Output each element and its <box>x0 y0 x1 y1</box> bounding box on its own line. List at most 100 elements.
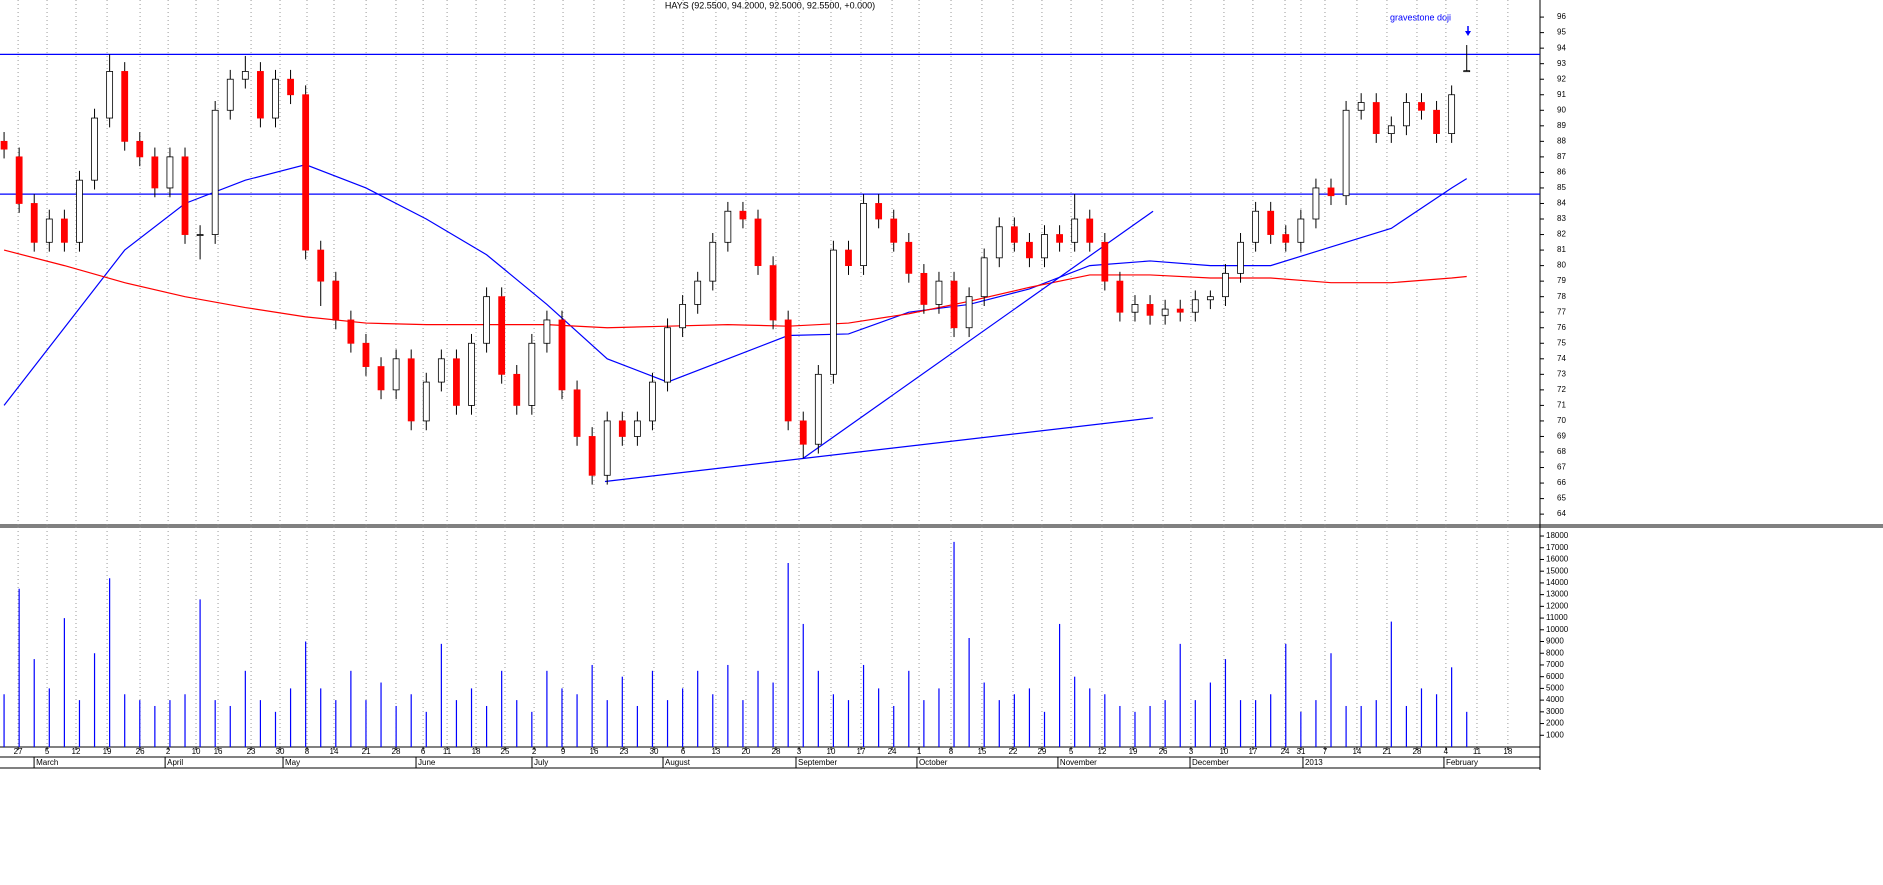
annotation-arrow <box>1465 26 1471 36</box>
y-tick-label: 96 <box>1557 12 1566 21</box>
candle-body <box>1026 241 1033 259</box>
x-tick-label: 31 <box>1297 747 1306 756</box>
candle-body <box>618 420 626 437</box>
x-tick-label: 27 <box>14 747 23 756</box>
y-tick-label: 91 <box>1557 90 1566 99</box>
candle-body <box>1206 296 1214 301</box>
y-tick-label: 90 <box>1557 105 1566 114</box>
candle-body <box>272 78 279 119</box>
candle-body <box>1161 308 1169 316</box>
y-tick-label: 2000 <box>1546 719 1564 728</box>
candle-body <box>784 319 792 422</box>
y-tick-label: 1000 <box>1546 730 1564 739</box>
y-tick-label: 11000 <box>1546 613 1568 622</box>
x-tick-label: 30 <box>650 747 659 756</box>
month-label: 2013 <box>1305 758 1323 767</box>
month-label: October <box>919 758 948 767</box>
candle-body <box>1041 234 1048 259</box>
y-tick-label: 87 <box>1557 152 1566 161</box>
candle-body <box>845 249 852 267</box>
y-tick-label: 93 <box>1557 59 1566 68</box>
x-tick-label: 7 <box>1323 747 1328 756</box>
y-tick-label: 9000 <box>1546 637 1564 646</box>
y-tick-label: 7000 <box>1546 660 1564 669</box>
y-tick-label: 73 <box>1557 369 1566 378</box>
y-tick-label: 18000 <box>1546 531 1569 540</box>
candle-body <box>181 156 189 235</box>
candle-body <box>513 373 521 406</box>
chart-title: HAYS (92.5500, 94.2000, 92.5000, 92.5500… <box>665 0 875 10</box>
y-tick-label: 5000 <box>1546 684 1564 693</box>
candle-body <box>980 257 988 298</box>
candle-body <box>483 296 490 344</box>
x-tick-label: 22 <box>1009 747 1018 756</box>
x-tick-label: 17 <box>857 747 866 756</box>
y-tick-label: 80 <box>1557 261 1566 270</box>
y-tick-label: 8000 <box>1546 648 1564 657</box>
month-label: May <box>285 758 300 767</box>
candle-body <box>1252 210 1260 243</box>
candle-body <box>287 78 294 96</box>
candle-body <box>1222 272 1229 298</box>
candle-body <box>603 420 611 476</box>
y-tick-label: 16000 <box>1546 555 1569 564</box>
x-tick-label: 9 <box>561 747 566 756</box>
candle-body <box>1056 234 1063 243</box>
y-tick-label: 79 <box>1557 276 1566 285</box>
y-tick-label: 71 <box>1557 401 1566 410</box>
candle-body <box>739 210 747 220</box>
x-tick-label: 19 <box>1129 747 1138 756</box>
x-tick-label: 10 <box>192 747 201 756</box>
x-tick-label: 21 <box>1382 747 1391 756</box>
y-tick-label: 77 <box>1557 307 1566 316</box>
candle-body <box>558 319 566 391</box>
candle-body <box>694 280 702 305</box>
y-tick-label: 76 <box>1557 323 1566 332</box>
candle-body <box>830 249 837 375</box>
candle-body <box>1372 102 1380 134</box>
candle-body <box>498 296 506 375</box>
x-tick-label: 12 <box>72 747 81 756</box>
x-tick-label: 17 <box>1248 747 1257 756</box>
x-tick-label: 8 <box>305 747 310 756</box>
candle-body <box>543 319 551 344</box>
x-tick-label: 28 <box>1413 747 1422 756</box>
candle-body <box>1267 210 1275 235</box>
candle-body <box>1297 218 1305 243</box>
month-label: December <box>1192 758 1229 767</box>
y-tick-label: 82 <box>1557 230 1566 239</box>
candle-body <box>995 226 1003 259</box>
x-tick-label: 14 <box>1352 747 1361 756</box>
y-tick-label: 3000 <box>1546 707 1564 716</box>
x-tick-label: 6 <box>681 747 686 756</box>
y-tick-label: 17000 <box>1546 543 1569 552</box>
y-tick-label: 64 <box>1557 509 1566 518</box>
x-tick-label: 11 <box>443 747 452 756</box>
trend-line <box>604 417 1154 483</box>
candle-body <box>1086 218 1094 243</box>
x-tick-label: 3 <box>797 747 802 756</box>
x-tick-label: 24 <box>888 747 897 756</box>
x-tick-label: 2 <box>166 747 171 756</box>
y-tick-label: 14000 <box>1546 578 1569 587</box>
candle-body <box>1282 234 1290 243</box>
annotation: gravestone doji <box>1390 12 1451 22</box>
candle-body <box>106 71 114 119</box>
x-tick-label: 25 <box>501 747 510 756</box>
candle-body <box>799 420 807 445</box>
y-tick-label: 15000 <box>1546 566 1569 575</box>
x-tick-label: 11 <box>1473 747 1482 756</box>
candle-body <box>422 381 430 422</box>
x-tick-label: 12 <box>1098 747 1107 756</box>
x-tick-label: 21 <box>362 747 371 756</box>
candle-body <box>1433 109 1440 134</box>
y-tick-label: 12000 <box>1546 601 1569 610</box>
x-tick-label: 26 <box>136 747 145 756</box>
candle-body <box>1342 109 1350 197</box>
candle-body <box>1448 94 1456 134</box>
candle-body <box>528 342 536 406</box>
x-tick-label: 20 <box>741 747 750 756</box>
candle-body <box>1418 102 1425 111</box>
candle-body <box>241 71 249 80</box>
